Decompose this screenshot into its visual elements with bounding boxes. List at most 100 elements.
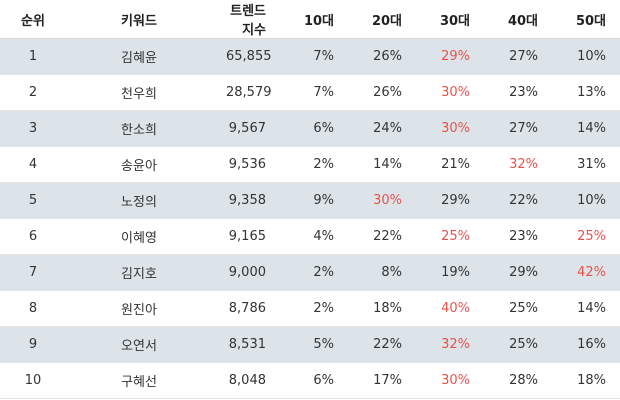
cell-keyword: 원진아 xyxy=(66,290,212,327)
cell-age-30s: 30% xyxy=(416,74,484,111)
cell-age-20s: 18% xyxy=(348,290,416,327)
cell-age-50s: 16% xyxy=(552,326,620,363)
cell-trend-index: 8,531 xyxy=(212,326,280,363)
header-age-40s: 40대 xyxy=(484,0,552,39)
header-keyword: 키워드 xyxy=(66,0,212,39)
cell-keyword: 송윤아 xyxy=(66,146,212,183)
table-row: 1 김혜윤 65,855 7% 26% 29% 27% 10% xyxy=(0,38,620,75)
cell-age-50s: 14% xyxy=(552,110,620,147)
table-row: 2 천우희 28,579 7% 26% 30% 23% 13% xyxy=(0,74,620,111)
cell-keyword: 천우희 xyxy=(66,74,212,111)
cell-age-10s: 2% xyxy=(280,290,348,327)
cell-age-40s: 22% xyxy=(484,182,552,219)
header-rank: 순위 xyxy=(0,0,66,39)
header-age-50s: 50대 xyxy=(552,0,620,39)
table-row: 9 오연서 8,531 5% 22% 32% 25% 16% xyxy=(0,326,620,363)
cell-age-20s: 26% xyxy=(348,74,416,111)
cell-rank: 8 xyxy=(0,290,66,327)
table-row: 7 김지호 9,000 2% 8% 19% 29% 42% xyxy=(0,254,620,291)
cell-age-40s: 23% xyxy=(484,74,552,111)
cell-age-30s: 19% xyxy=(416,254,484,291)
cell-age-10s: 6% xyxy=(280,362,348,399)
table-header: 순위 키워드 트렌드지수 10대 20대 30대 40대 50대 xyxy=(0,0,620,39)
cell-age-40s: 23% xyxy=(484,218,552,255)
cell-age-30s: 29% xyxy=(416,182,484,219)
header-trend-index: 트렌드지수 xyxy=(212,0,280,39)
cell-age-30s: 30% xyxy=(416,110,484,147)
table-body: 1 김혜윤 65,855 7% 26% 29% 27% 10% 2 천우희 28,579 7% 26% 3… xyxy=(0,38,620,399)
cell-rank: 4 xyxy=(0,146,66,183)
cell-age-20s: 24% xyxy=(348,110,416,147)
cell-age-40s: 32% xyxy=(484,146,552,183)
cell-rank: 5 xyxy=(0,182,66,219)
cell-age-40s: 29% xyxy=(484,254,552,291)
cell-age-50s: 10% xyxy=(552,182,620,219)
cell-trend-index: 9,358 xyxy=(212,182,280,219)
cell-age-50s: 31% xyxy=(552,146,620,183)
cell-age-50s: 25% xyxy=(552,218,620,255)
table-row: 6 이혜영 9,165 4% 22% 25% 23% 25% xyxy=(0,218,620,255)
cell-age-40s: 27% xyxy=(484,38,552,75)
cell-age-30s: 30% xyxy=(416,362,484,399)
cell-age-10s: 9% xyxy=(280,182,348,219)
cell-age-20s: 14% xyxy=(348,146,416,183)
cell-trend-index: 9,000 xyxy=(212,254,280,291)
cell-trend-index: 65,855 xyxy=(212,38,280,75)
cell-age-20s: 22% xyxy=(348,218,416,255)
cell-trend-index: 8,048 xyxy=(212,362,280,399)
cell-rank: 9 xyxy=(0,326,66,363)
cell-age-20s: 30% xyxy=(348,182,416,219)
header-row: 순위 키워드 트렌드지수 10대 20대 30대 40대 50대 xyxy=(0,0,620,39)
cell-keyword: 노정의 xyxy=(66,182,212,219)
header-age-30s: 30대 xyxy=(416,0,484,39)
table-row: 4 송윤아 9,536 2% 14% 21% 32% 31% xyxy=(0,146,620,183)
header-age-10s: 10대 xyxy=(280,0,348,39)
cell-trend-index: 9,567 xyxy=(212,110,280,147)
cell-keyword: 오연서 xyxy=(66,326,212,363)
table-row: 8 원진아 8,786 2% 18% 40% 25% 14% xyxy=(0,290,620,327)
cell-rank: 3 xyxy=(0,110,66,147)
table-row: 5 노정의 9,358 9% 30% 29% 22% 10% xyxy=(0,182,620,219)
cell-age-20s: 8% xyxy=(348,254,416,291)
cell-trend-index: 8,786 xyxy=(212,290,280,327)
cell-age-20s: 17% xyxy=(348,362,416,399)
cell-age-10s: 4% xyxy=(280,218,348,255)
cell-trend-index: 28,579 xyxy=(212,74,280,111)
cell-rank: 2 xyxy=(0,74,66,111)
cell-keyword: 김혜윤 xyxy=(66,38,212,75)
cell-age-10s: 2% xyxy=(280,146,348,183)
cell-age-30s: 29% xyxy=(416,38,484,75)
cell-rank: 10 xyxy=(0,362,66,399)
cell-age-10s: 2% xyxy=(280,254,348,291)
cell-age-40s: 25% xyxy=(484,290,552,327)
cell-age-30s: 32% xyxy=(416,326,484,363)
table-row: 3 한소희 9,567 6% 24% 30% 27% 14% xyxy=(0,110,620,147)
cell-age-10s: 5% xyxy=(280,326,348,363)
cell-trend-index: 9,536 xyxy=(212,146,280,183)
cell-age-40s: 28% xyxy=(484,362,552,399)
cell-keyword: 구혜선 xyxy=(66,362,212,399)
cell-age-30s: 40% xyxy=(416,290,484,327)
cell-age-50s: 18% xyxy=(552,362,620,399)
header-age-20s: 20대 xyxy=(348,0,416,39)
cell-keyword: 이혜영 xyxy=(66,218,212,255)
cell-rank: 7 xyxy=(0,254,66,291)
cell-age-30s: 25% xyxy=(416,218,484,255)
cell-keyword: 김지호 xyxy=(66,254,212,291)
cell-rank: 6 xyxy=(0,218,66,255)
cell-age-10s: 7% xyxy=(280,38,348,75)
table-row: 10 구혜선 8,048 6% 17% 30% 28% 18% xyxy=(0,362,620,399)
cell-age-50s: 13% xyxy=(552,74,620,111)
cell-keyword: 한소희 xyxy=(66,110,212,147)
cell-age-20s: 26% xyxy=(348,38,416,75)
cell-age-50s: 42% xyxy=(552,254,620,291)
cell-age-30s: 21% xyxy=(416,146,484,183)
cell-trend-index: 9,165 xyxy=(212,218,280,255)
cell-age-50s: 10% xyxy=(552,38,620,75)
cell-age-10s: 6% xyxy=(280,110,348,147)
cell-age-40s: 25% xyxy=(484,326,552,363)
cell-age-40s: 27% xyxy=(484,110,552,147)
cell-age-10s: 7% xyxy=(280,74,348,111)
cell-rank: 1 xyxy=(0,38,66,75)
